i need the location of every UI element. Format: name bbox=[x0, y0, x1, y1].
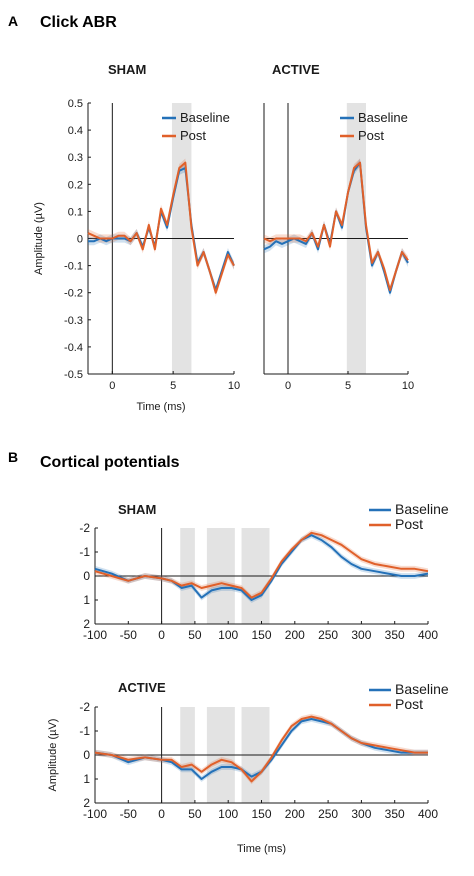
x-tick-label-2: 0 bbox=[158, 807, 165, 821]
y-tick-label-9: -0.4 bbox=[64, 342, 83, 354]
y-tick-label-1: -1 bbox=[79, 724, 90, 738]
panel-a-letter: A bbox=[8, 13, 18, 29]
x-tick-label-3: 50 bbox=[188, 628, 202, 642]
series-line-1 bbox=[87, 161, 235, 294]
x-tick-label-0: -100 bbox=[83, 628, 107, 642]
chart-title: SHAM bbox=[108, 62, 146, 77]
y-axis-label: Amplitude (µV) bbox=[33, 202, 45, 275]
legend-label-0: Baseline bbox=[395, 501, 449, 517]
panel-b-letter: B bbox=[8, 449, 18, 465]
series-line-1 bbox=[94, 715, 428, 783]
legend-label-0: Baseline bbox=[395, 681, 449, 697]
x-tick-label-6: 200 bbox=[285, 628, 305, 642]
x-tick-label-8: 300 bbox=[351, 628, 371, 642]
y-tick-label-6: -0.1 bbox=[64, 261, 83, 273]
y-tick-label-4: 2 bbox=[83, 617, 90, 631]
x-tick-label-1: -50 bbox=[120, 628, 138, 642]
series-line-0 bbox=[88, 167, 235, 291]
legend-label-1: Post bbox=[358, 128, 384, 143]
x-tick-label-0: -100 bbox=[83, 807, 107, 821]
y-tick-label-7: -0.2 bbox=[64, 288, 83, 300]
legend-label-0: Baseline bbox=[358, 110, 408, 125]
legend-label-1: Post bbox=[395, 696, 423, 712]
chart-sham-abr: 0.5 0.4 0.3 0.2 0.1 0 -0.1 -0.2 -0.3 -0.4 -0.5 0 5 10… bbox=[33, 62, 240, 413]
chart-title: ACTIVE bbox=[272, 62, 320, 77]
chart-title: SHAM bbox=[118, 502, 156, 517]
x-tick-label-1: -50 bbox=[120, 807, 138, 821]
y-tick-label-2: 0 bbox=[83, 569, 90, 583]
legend-label-1: Post bbox=[395, 516, 423, 532]
x-tick-label-8: 300 bbox=[351, 807, 371, 821]
series-line-1 bbox=[263, 161, 409, 291]
x-tick-label-5: 150 bbox=[251, 628, 271, 642]
chart-active-abr: 0 5 10 ACTIVE Baseline Post bbox=[263, 62, 414, 392]
x-tick-label-9: 350 bbox=[385, 807, 405, 821]
x-tick-label-2: 0 bbox=[158, 628, 165, 642]
y-tick-label-3: 1 bbox=[83, 593, 90, 607]
y-tick-label-5: 0 bbox=[77, 234, 83, 246]
x-tick-label-0: 0 bbox=[285, 380, 291, 392]
x-tick-label-0: 0 bbox=[109, 380, 115, 392]
y-tick-label-2: 0 bbox=[83, 748, 90, 762]
x-tick-label-10: 400 bbox=[418, 807, 438, 821]
x-tick-label-4: 100 bbox=[218, 628, 238, 642]
x-axis-label: Time (ms) bbox=[136, 401, 185, 413]
y-tick-label-4: 0.1 bbox=[68, 206, 83, 218]
x-tick-label-4: 100 bbox=[218, 807, 238, 821]
y-tick-label-1: 0.4 bbox=[68, 125, 83, 137]
panel-a-title: Click ABR bbox=[40, 14, 117, 31]
x-tick-label-1: 5 bbox=[170, 380, 176, 392]
x-tick-label-2: 10 bbox=[402, 380, 414, 392]
x-tick-label-6: 200 bbox=[285, 807, 305, 821]
y-tick-label-0: -2 bbox=[79, 700, 90, 714]
y-tick-label-3: 1 bbox=[83, 772, 90, 786]
legend-label-0: Baseline bbox=[180, 110, 230, 125]
y-tick-label-10: -0.5 bbox=[64, 369, 83, 381]
x-tick-label-10: 400 bbox=[418, 628, 438, 642]
chart-sham-cortical: -2 -1 0 1 2-100 -50 0 50 100 150 200 250 300 350 400 SH… bbox=[79, 501, 449, 642]
x-tick-label-9: 350 bbox=[385, 628, 405, 642]
x-axis-label: Time (ms) bbox=[237, 843, 286, 855]
panel-b-title: Cortical potentials bbox=[40, 454, 180, 471]
y-tick-label-2: 0.3 bbox=[68, 152, 83, 164]
x-tick-label-5: 150 bbox=[251, 807, 271, 821]
chart-active-cortical: -2 -1 0 1 2-100 -50 0 50 100 150 200 250 300 350 400 AC… bbox=[47, 680, 449, 855]
y-tick-label-0: 0.5 bbox=[68, 98, 83, 110]
x-tick-label-7: 250 bbox=[318, 807, 338, 821]
legend-label-1: Post bbox=[180, 128, 206, 143]
y-tick-label-1: -1 bbox=[79, 545, 90, 559]
y-axis-label: Amplitude (µV) bbox=[47, 719, 59, 792]
y-tick-label-0: -2 bbox=[79, 521, 90, 535]
x-tick-label-1: 5 bbox=[345, 380, 351, 392]
x-tick-label-2: 10 bbox=[228, 380, 240, 392]
y-tick-label-3: 0.2 bbox=[68, 179, 83, 191]
chart-title: ACTIVE bbox=[118, 680, 166, 695]
series-band-0 bbox=[88, 163, 234, 295]
x-tick-label-7: 250 bbox=[318, 628, 338, 642]
y-tick-label-4: 2 bbox=[83, 796, 90, 810]
y-tick-label-8: -0.3 bbox=[64, 315, 83, 327]
series-line-1 bbox=[94, 531, 429, 599]
x-tick-label-3: 50 bbox=[188, 807, 202, 821]
